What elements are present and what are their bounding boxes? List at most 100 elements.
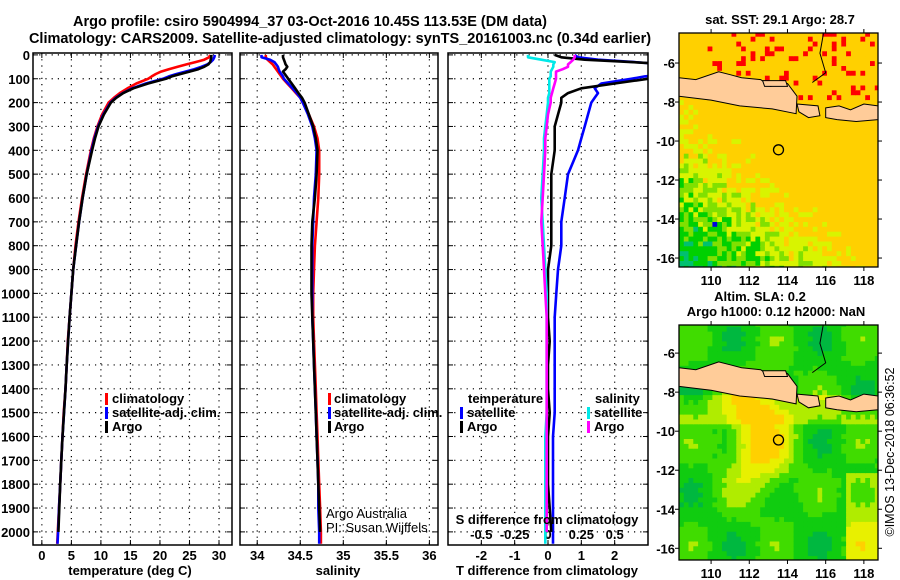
map-cell (722, 561, 727, 567)
map-cell (688, 139, 694, 145)
map-cell (870, 419, 876, 425)
map-cell (831, 439, 838, 445)
map-cell (736, 261, 742, 267)
map-cell (750, 458, 756, 464)
map-cell (698, 356, 704, 362)
map-cell (850, 80, 857, 87)
map-cell (831, 61, 838, 67)
map-cell (860, 119, 866, 126)
map-cell (683, 346, 690, 352)
map-cell (731, 70, 737, 77)
map-cell (779, 256, 785, 262)
map-cell (693, 414, 699, 421)
map-cell (788, 207, 795, 213)
map-cell (870, 56, 876, 62)
map-cell (760, 231, 766, 238)
map-cell (726, 443, 733, 450)
map-cell (865, 33, 871, 38)
map-cell (764, 331, 771, 338)
map-cell (679, 468, 685, 474)
map-cell (831, 541, 838, 547)
map-cell (788, 168, 795, 174)
map-cell (798, 424, 804, 430)
map-cell (741, 325, 747, 328)
map-cell (707, 341, 713, 347)
map-cell (850, 41, 857, 48)
map-cell (693, 75, 699, 82)
map-cell (750, 439, 756, 445)
map-cell (736, 256, 742, 262)
map-cell (702, 246, 709, 252)
map-cell (803, 202, 809, 208)
map-cell (855, 419, 862, 425)
map-cell (779, 356, 785, 362)
map-cell (722, 256, 728, 262)
map-cell (827, 66, 833, 72)
map-cell (717, 492, 723, 499)
map-cell (712, 536, 718, 543)
map-cell (764, 178, 771, 184)
map-cell (784, 124, 790, 130)
map-cell (764, 487, 771, 494)
map-cell (688, 168, 694, 174)
map-cell (769, 51, 776, 57)
map-cell (784, 517, 790, 523)
map-cell (683, 222, 690, 228)
map-cell (822, 370, 828, 377)
map-cell (803, 482, 809, 489)
map-cell (836, 443, 842, 450)
map-cell (717, 395, 723, 401)
map-cell (817, 100, 823, 106)
map-cell (750, 187, 756, 194)
map-cell (860, 183, 866, 189)
map-cell (741, 173, 747, 179)
map-cell (812, 512, 819, 518)
map-cell (764, 158, 771, 165)
map-cell (717, 236, 723, 243)
map-cell (755, 46, 761, 52)
map-cell (817, 202, 823, 208)
map-cell (736, 526, 742, 533)
map-cell (850, 365, 857, 372)
map-cell (874, 66, 878, 72)
map-cell (731, 325, 737, 328)
map-cell (822, 517, 828, 523)
map-cell (870, 173, 876, 179)
map-cell (831, 192, 838, 199)
map-cell (683, 482, 690, 489)
map-cell (788, 246, 795, 252)
map-cell (870, 124, 876, 130)
map-cell (831, 478, 838, 484)
map-cell (841, 70, 847, 77)
map-cell (755, 246, 761, 252)
map-cell (779, 163, 785, 169)
map-cell (855, 178, 862, 184)
legend-swatch-s-argo (587, 421, 590, 433)
map-cell (707, 492, 713, 499)
map-cell (707, 41, 713, 48)
map-cell (707, 346, 713, 352)
map-cell (683, 261, 690, 267)
map-cell (722, 419, 728, 425)
map-cell (745, 351, 752, 357)
map-cell (683, 336, 690, 342)
map-cell (736, 105, 742, 111)
map-cell (726, 502, 733, 508)
map-cell (774, 331, 780, 338)
map-cell (779, 222, 785, 228)
map-cell (726, 458, 733, 464)
map-cell (741, 346, 747, 352)
map-cell (798, 187, 804, 194)
map-cell (712, 256, 718, 262)
map-cell (841, 414, 847, 421)
map-cell (807, 346, 814, 352)
map-cell (784, 222, 790, 228)
map-cell (683, 144, 690, 150)
map-cell (779, 478, 785, 484)
map-cell (760, 512, 766, 518)
map-cell (698, 153, 704, 160)
map-cell (803, 326, 809, 333)
map-cell (779, 51, 785, 57)
map-cell (822, 473, 828, 479)
